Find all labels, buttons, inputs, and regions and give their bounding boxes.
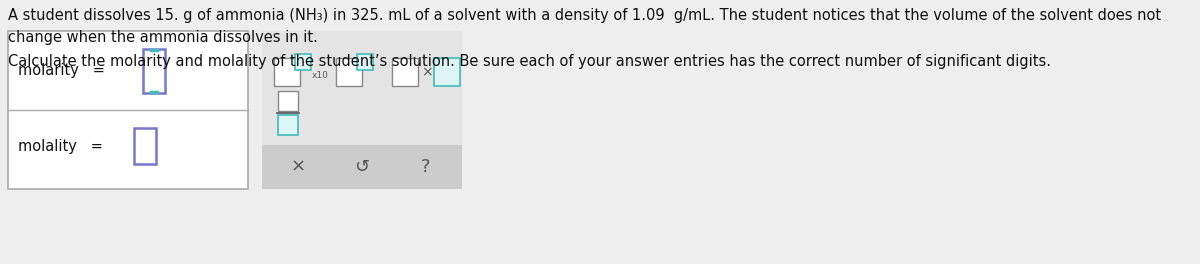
Text: ↺: ↺ <box>354 158 370 176</box>
Text: ×: × <box>290 158 306 176</box>
FancyBboxPatch shape <box>434 58 460 86</box>
FancyBboxPatch shape <box>392 58 418 86</box>
Text: molarity   =: molarity = <box>18 63 104 78</box>
FancyBboxPatch shape <box>8 31 248 189</box>
FancyBboxPatch shape <box>358 54 373 70</box>
FancyBboxPatch shape <box>274 58 300 86</box>
FancyBboxPatch shape <box>262 31 462 189</box>
Text: A student dissolves 15. g of ammonia (NH₃) in 325. mL of a solvent with a densit: A student dissolves 15. g of ammonia (NH… <box>8 8 1162 23</box>
Text: molality   =: molality = <box>18 139 103 154</box>
FancyBboxPatch shape <box>278 115 298 135</box>
Text: Calculate the molarity and molality of the student’s solution. Be sure each of y: Calculate the molarity and molality of t… <box>8 54 1051 69</box>
Text: x10: x10 <box>312 71 329 80</box>
FancyBboxPatch shape <box>262 145 462 189</box>
FancyBboxPatch shape <box>134 128 156 164</box>
Text: ×: × <box>421 65 433 79</box>
Text: ?: ? <box>421 158 431 176</box>
FancyBboxPatch shape <box>278 91 298 111</box>
Text: change when the ammonia dissolves in it.: change when the ammonia dissolves in it. <box>8 30 318 45</box>
FancyBboxPatch shape <box>295 54 311 70</box>
FancyBboxPatch shape <box>143 49 166 92</box>
FancyBboxPatch shape <box>336 58 362 86</box>
